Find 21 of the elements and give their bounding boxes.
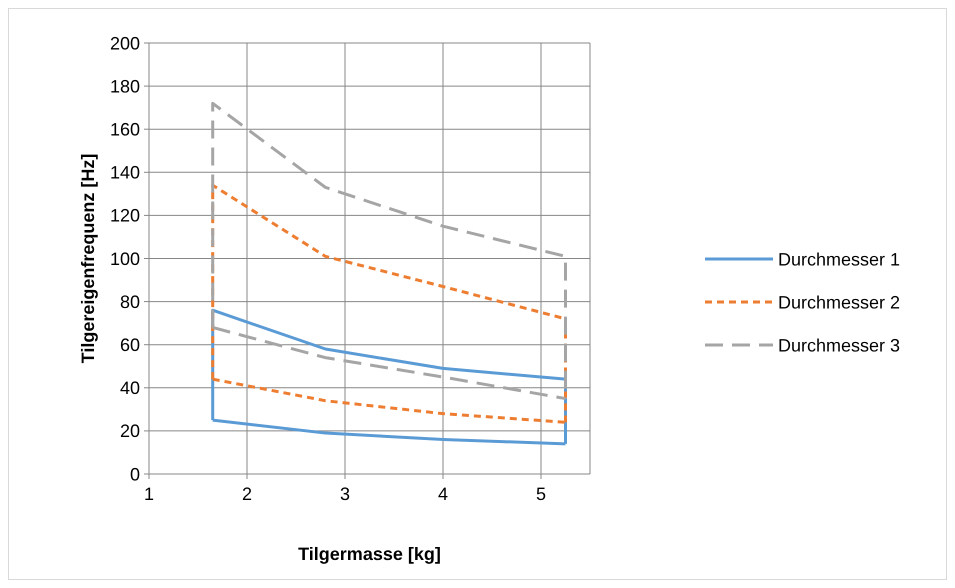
y-tick-label: 20 bbox=[120, 421, 140, 442]
y-tick-label: 140 bbox=[110, 162, 140, 183]
y-tick-label: 100 bbox=[110, 248, 140, 269]
legend-label: Durchmesser 2 bbox=[778, 292, 900, 312]
y-tick-label: 60 bbox=[120, 335, 140, 355]
legend-label: Durchmesser 1 bbox=[778, 249, 900, 270]
y-tick-label: 180 bbox=[110, 76, 140, 96]
y-tick-label: 40 bbox=[120, 378, 140, 398]
x-axis-title: Tilgermasse [kg] bbox=[298, 544, 441, 564]
x-tick-label: 5 bbox=[536, 484, 546, 504]
legend-label: Durchmesser 3 bbox=[778, 335, 900, 356]
x-tick-label: 2 bbox=[242, 484, 252, 504]
y-axis-title: Tilgereigenfrequenz [Hz] bbox=[78, 154, 98, 364]
y-tick-label: 160 bbox=[110, 120, 140, 140]
y-tick-label: 120 bbox=[110, 206, 140, 226]
y-tick-label: 200 bbox=[110, 33, 140, 54]
y-tick-label: 0 bbox=[130, 464, 140, 484]
x-tick-label: 1 bbox=[144, 484, 154, 504]
x-tick-label: 3 bbox=[340, 484, 350, 504]
y-tick-label: 80 bbox=[120, 292, 140, 312]
x-tick-label: 4 bbox=[438, 484, 448, 504]
